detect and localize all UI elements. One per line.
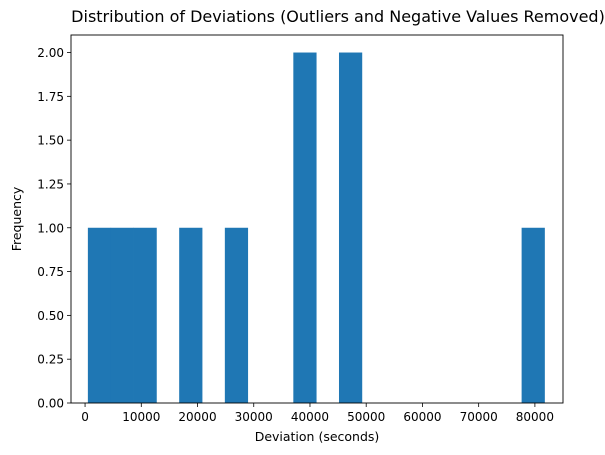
x-tick-label: 40000 — [291, 410, 329, 424]
histogram-bar — [338, 52, 363, 404]
x-tick-label: 70000 — [460, 410, 498, 424]
y-tick-label: 1.25 — [37, 177, 64, 191]
x-axis-label: Deviation (seconds) — [255, 429, 380, 444]
y-tick-label: 0.25 — [37, 353, 64, 367]
bars-group — [87, 52, 545, 404]
y-axis-ticks: 0.00 0.25 0.50 0.75 1.00 1.25 1.50 1.75 2.00 — [37, 46, 71, 411]
histogram-bar — [179, 227, 203, 403]
x-tick-label: 10000 — [122, 410, 160, 424]
y-tick-label: 0.00 — [37, 397, 64, 411]
y-tick-label: 1.50 — [37, 134, 64, 148]
x-tick-label: 80000 — [516, 410, 554, 424]
x-axis-ticks: 0 10000 20000 30000 40000 50000 60000 70000 8000… — [81, 403, 554, 424]
histogram-bar — [224, 227, 249, 403]
y-axis-label: Frequency — [9, 186, 24, 251]
y-tick-label: 1.00 — [37, 221, 64, 235]
histogram-bar — [521, 227, 545, 403]
y-tick-label: 0.50 — [37, 309, 64, 323]
x-tick-label: 50000 — [347, 410, 385, 424]
histogram-bar — [133, 227, 157, 403]
x-tick-label: 20000 — [178, 410, 216, 424]
x-tick-label: 60000 — [403, 410, 441, 424]
x-tick-label: 0 — [81, 410, 89, 424]
histogram-bar — [110, 227, 134, 403]
plot-frame — [70, 34, 564, 404]
histogram-bar — [293, 52, 317, 404]
y-tick-label: 2.00 — [37, 46, 64, 60]
x-tick-label: 30000 — [235, 410, 273, 424]
y-tick-label: 0.75 — [37, 265, 64, 279]
chart-title: Distribution of Deviations (Outliers and… — [71, 7, 605, 26]
histogram-bar — [87, 227, 112, 403]
y-tick-label: 1.75 — [37, 90, 64, 104]
